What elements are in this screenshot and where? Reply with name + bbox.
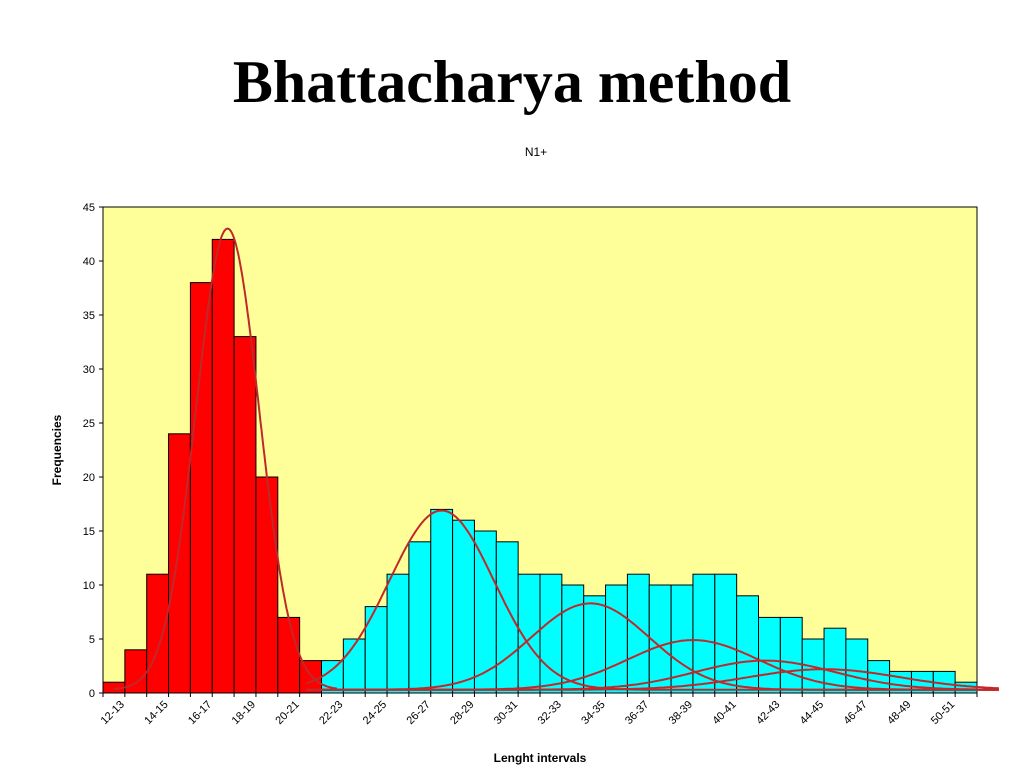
bar-red-18-19 (233, 336, 257, 694)
bar-cyan-46-47 (845, 638, 869, 694)
y-tick-label: 20 (83, 472, 95, 484)
bar-red-16-17 (189, 282, 213, 694)
x-tick-label: 48-49 (885, 699, 913, 727)
x-tick-label: 44-45 (798, 699, 826, 727)
x-tick-label: 16-17 (186, 699, 214, 727)
bar-red-19-20 (255, 476, 279, 694)
bar-red-20-21 (277, 616, 301, 694)
x-tick-label: 12-13 (99, 699, 127, 727)
bar-red-14-15 (146, 573, 170, 694)
y-tick-label: 15 (83, 526, 95, 538)
x-tick-label: 20-21 (273, 699, 301, 727)
bar-cyan-26-27 (408, 541, 432, 694)
x-tick-label: 32-33 (536, 699, 564, 727)
y-tick-label: 35 (83, 310, 95, 322)
bar-red-17-18 (211, 238, 235, 694)
bar-red-21-22 (299, 660, 322, 694)
x-tick-label: 26-27 (404, 699, 432, 727)
bar-cyan-42-43 (758, 616, 781, 694)
x-tick-label: 40-41 (710, 699, 738, 727)
x-axis-title: Lenght intervals (494, 751, 587, 765)
x-tick-label: 14-15 (142, 699, 170, 727)
y-tick-label: 30 (83, 364, 95, 376)
y-axis-title: Frequencies (50, 414, 64, 485)
bar-cyan-30-31 (495, 541, 519, 694)
x-tick-label: 50-51 (929, 699, 957, 727)
x-tick-label: 38-39 (667, 699, 695, 727)
fitted-curves-group (113, 227, 999, 691)
x-tick-label: 18-19 (230, 699, 258, 727)
x-tick-label: 22-23 (317, 699, 345, 727)
y-tick-label: 10 (83, 580, 95, 592)
x-tick-label: 24-25 (361, 699, 389, 727)
bar-cyan-33-34 (561, 584, 585, 694)
fitted-curve-6 (306, 668, 999, 691)
fitted-curve-1 (113, 227, 338, 690)
bar-cyan-24-25 (364, 606, 388, 694)
y-tick-label: 40 (83, 256, 95, 268)
x-tick-label: 28-29 (448, 699, 476, 727)
bar-cyan-25-26 (386, 573, 410, 694)
x-tick-label: 34-35 (579, 699, 607, 727)
bar-red-15-16 (168, 433, 191, 694)
x-tick-label: 36-37 (623, 699, 651, 727)
bar-cyan-35-36 (605, 584, 628, 694)
chart-title: N1+ (524, 145, 548, 159)
bar-cyan-34-35 (583, 595, 607, 694)
x-tick-label: 30-31 (492, 699, 520, 727)
x-tick-label: 46-47 (841, 699, 869, 727)
y-tick-label: 0 (89, 688, 95, 700)
bar-cyan-43-44 (779, 616, 803, 694)
y-tick-label: 5 (89, 634, 95, 646)
bar-cyan-23-24 (342, 638, 366, 694)
x-tick-label: 42-43 (754, 699, 782, 727)
bar-cyan-27-28 (430, 508, 454, 694)
bar-cyan-40-41 (714, 573, 738, 694)
slide-title: Bhattacharya method (232, 49, 792, 115)
y-tick-label: 25 (83, 418, 95, 430)
bar-cyan-28-29 (452, 519, 475, 694)
y-tick-label: 45 (83, 202, 95, 214)
